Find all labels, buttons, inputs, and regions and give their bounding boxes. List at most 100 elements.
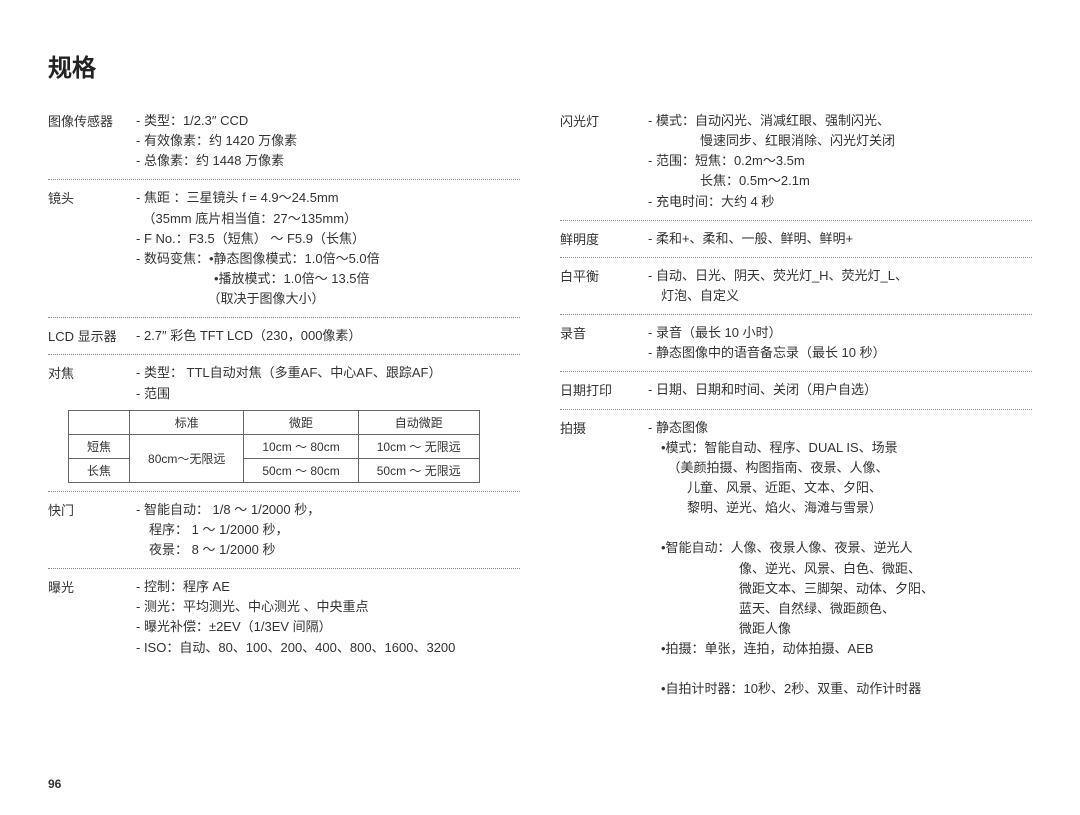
spec-value-line: 长焦：0.5m～2.1m [648, 171, 1032, 191]
separator [560, 257, 1032, 258]
spec-value-line: - 类型：1/2.3″ CCD [136, 111, 520, 131]
table-cell: 50cm ～ 无限远 [358, 458, 479, 482]
table-cell: 短焦 [69, 434, 130, 458]
spec-value-line: - 充电时间：大约 4 秒 [648, 192, 1032, 212]
spec-values: - 智能自动： 1/8 ～ 1/2000 秒， 程序： 1 ～ 1/2000 秒… [136, 500, 520, 560]
spec-value-line: - 焦距 ：三星镜头 f = 4.9～24.5mm [136, 188, 520, 208]
focus-range-table: 标准微距自动微距短焦80cm～无限远10cm ～ 80cm10cm ～ 无限远长… [68, 410, 480, 483]
spec-value-line: - 总像素：约 1448 万像素 [136, 151, 520, 171]
spec-label: 白平衡 [560, 266, 648, 306]
spec-values: - 自动、日光、阴天、荧光灯_H、荧光灯_L、 灯泡、自定义 [648, 266, 1032, 306]
spec-value-line: 微距人像 [648, 619, 1032, 639]
table-cell: 50cm ～ 80cm [244, 458, 358, 482]
spec-value-line: - 录音（最长 10 小时） [648, 323, 1032, 343]
spec-values: - 日期、日期和时间、关闭（用户自选） [648, 380, 1032, 400]
spec-values: - 静态图像 •模式：智能自动、程序、DUAL IS、场景 （美颜拍摄、构图指南… [648, 418, 1032, 700]
spec-value-line: 儿童、风景、近距、文本、夕阳、 [648, 478, 1032, 498]
spec-row: 快门- 智能自动： 1/8 ～ 1/2000 秒， 程序： 1 ～ 1/2000… [48, 500, 520, 560]
separator [48, 491, 520, 492]
spec-row: 镜头- 焦距 ：三星镜头 f = 4.9～24.5mm （35mm 底片相当值：… [48, 188, 520, 309]
spec-value-line: - 范围：短焦：0.2m～3.5m [648, 151, 1032, 171]
table-header: 微距 [244, 410, 358, 434]
spec-values: - 柔和+、柔和、一般、鲜明、鲜明+ [648, 229, 1032, 249]
spec-value-line: （35mm 底片相当值：27～135mm） [136, 209, 520, 229]
spec-value-line [648, 659, 1032, 679]
spec-label: 闪光灯 [560, 111, 648, 212]
table-header: 标准 [130, 410, 244, 434]
separator [48, 568, 520, 569]
spec-row: 日期打印- 日期、日期和时间、关闭（用户自选） [560, 380, 1032, 400]
spec-value-line: •智能自动：人像、夜景人像、夜景、逆光人 [648, 538, 1032, 558]
spec-value-line: - 自动、日光、阴天、荧光灯_H、荧光灯_L、 [648, 266, 1032, 286]
spec-value-line: - 范围 [136, 384, 520, 404]
spec-label: LCD 显示器 [48, 326, 136, 346]
separator [560, 409, 1032, 410]
spec-value-line: 微距文本、三脚架、动体、夕阳、 [648, 579, 1032, 599]
spec-value-line: - 智能自动： 1/8 ～ 1/2000 秒， [136, 500, 520, 520]
separator [48, 317, 520, 318]
spec-value-line: - 有效像素：约 1420 万像素 [136, 131, 520, 151]
spec-row: 拍摄- 静态图像 •模式：智能自动、程序、DUAL IS、场景 （美颜拍摄、构图… [560, 418, 1032, 700]
spec-value-line [648, 518, 1032, 538]
spec-row: 对焦- 类型： TTL自动对焦（多重AF、中心AF、跟踪AF）- 范围 [48, 363, 520, 403]
spec-values: - 控制：程序 AE- 测光：平均测光、中心测光 、中央重点- 曝光补偿：±2E… [136, 577, 520, 658]
spec-value-line: - ISO：自动、80、100、200、400、800、1600、3200 [136, 638, 520, 658]
spec-value-line: 蓝天、自然绿、微距颜色、 [648, 599, 1032, 619]
spec-row: 图像传感器- 类型：1/2.3″ CCD- 有效像素：约 1420 万像素- 总… [48, 111, 520, 171]
spec-values: - 焦距 ：三星镜头 f = 4.9～24.5mm （35mm 底片相当值：27… [136, 188, 520, 309]
right-column: 闪光灯- 模式：自动闪光、消减红眼、强制闪光、 慢速同步、红眼消除、闪光灯关闭-… [560, 111, 1032, 704]
spec-row: 闪光灯- 模式：自动闪光、消减红眼、强制闪光、 慢速同步、红眼消除、闪光灯关闭-… [560, 111, 1032, 212]
spec-value-line: - 静态图像 [648, 418, 1032, 438]
table-header: 自动微距 [358, 410, 479, 434]
separator [560, 371, 1032, 372]
spec-value-line: 灯泡、自定义 [648, 286, 1032, 306]
spec-label: 镜头 [48, 188, 136, 309]
spec-value-line: - 曝光补偿：±2EV（1/3EV 间隔） [136, 617, 520, 637]
spec-value-line: •拍摄：单张，连拍，动体拍摄、AEB [648, 639, 1032, 659]
table-cell: 10cm ～ 80cm [244, 434, 358, 458]
spec-value-line: - 类型： TTL自动对焦（多重AF、中心AF、跟踪AF） [136, 363, 520, 383]
spec-value-line: - 日期、日期和时间、关闭（用户自选） [648, 380, 1032, 400]
page-title: 规格 [48, 48, 1032, 83]
spec-value-line: - 静态图像中的语音备忘录（最长 10 秒） [648, 343, 1032, 363]
spec-value-line: 像、逆光、风景、白色、微距、 [648, 559, 1032, 579]
spec-value-line: - 测光：平均测光、中心测光 、中央重点 [136, 597, 520, 617]
spec-value-line: 程序： 1 ～ 1/2000 秒， [136, 520, 520, 540]
spec-value-line: •模式：智能自动、程序、DUAL IS、场景 [648, 438, 1032, 458]
separator [48, 354, 520, 355]
spec-row: 录音- 录音（最长 10 小时）- 静态图像中的语音备忘录（最长 10 秒） [560, 323, 1032, 363]
table-header [69, 410, 130, 434]
table-cell: 80cm～无限远 [130, 434, 244, 482]
spec-values: - 录音（最长 10 小时）- 静态图像中的语音备忘录（最长 10 秒） [648, 323, 1032, 363]
spec-label: 曝光 [48, 577, 136, 658]
spec-value-line: （取决于图像大小） [136, 289, 520, 309]
spec-value-line: （美颜拍摄、构图指南、夜景、人像、 [648, 458, 1032, 478]
spec-value-line: - 控制：程序 AE [136, 577, 520, 597]
spec-value-line: - 柔和+、柔和、一般、鲜明、鲜明+ [648, 229, 1032, 249]
spec-value-line: 黎明、逆光、焰火、海滩与雪景） [648, 498, 1032, 518]
spec-label: 日期打印 [560, 380, 648, 400]
spec-value-line: - 2.7″ 彩色 TFT LCD（230，000像素） [136, 326, 520, 346]
columns: 图像传感器- 类型：1/2.3″ CCD- 有效像素：约 1420 万像素- 总… [48, 111, 1032, 704]
spec-row: 曝光- 控制：程序 AE- 测光：平均测光、中心测光 、中央重点- 曝光补偿：±… [48, 577, 520, 658]
separator [48, 179, 520, 180]
spec-values: - 类型： TTL自动对焦（多重AF、中心AF、跟踪AF）- 范围 [136, 363, 520, 403]
spec-label: 鲜明度 [560, 229, 648, 249]
separator [560, 314, 1032, 315]
spec-values: - 模式：自动闪光、消减红眼、强制闪光、 慢速同步、红眼消除、闪光灯关闭- 范围… [648, 111, 1032, 212]
spec-label: 对焦 [48, 363, 136, 403]
spec-value-line: - F No.：F3.5（短焦） ～ F5.9（长焦） [136, 229, 520, 249]
spec-value-line: •播放模式：1.0倍～ 13.5倍 [136, 269, 520, 289]
spec-label: 录音 [560, 323, 648, 363]
table-cell: 长焦 [69, 458, 130, 482]
spec-value-line: - 模式：自动闪光、消减红眼、强制闪光、 [648, 111, 1032, 131]
spec-row: 白平衡- 自动、日光、阴天、荧光灯_H、荧光灯_L、 灯泡、自定义 [560, 266, 1032, 306]
spec-value-line: •自拍计时器：10秒、2秒、双重、动作计时器 [648, 679, 1032, 699]
spec-label: 拍摄 [560, 418, 648, 700]
table-cell: 10cm ～ 无限远 [358, 434, 479, 458]
spec-label: 图像传感器 [48, 111, 136, 171]
spec-values: - 2.7″ 彩色 TFT LCD（230，000像素） [136, 326, 520, 346]
left-column: 图像传感器- 类型：1/2.3″ CCD- 有效像素：约 1420 万像素- 总… [48, 111, 520, 704]
spec-value-line: 慢速同步、红眼消除、闪光灯关闭 [648, 131, 1032, 151]
separator [560, 220, 1032, 221]
